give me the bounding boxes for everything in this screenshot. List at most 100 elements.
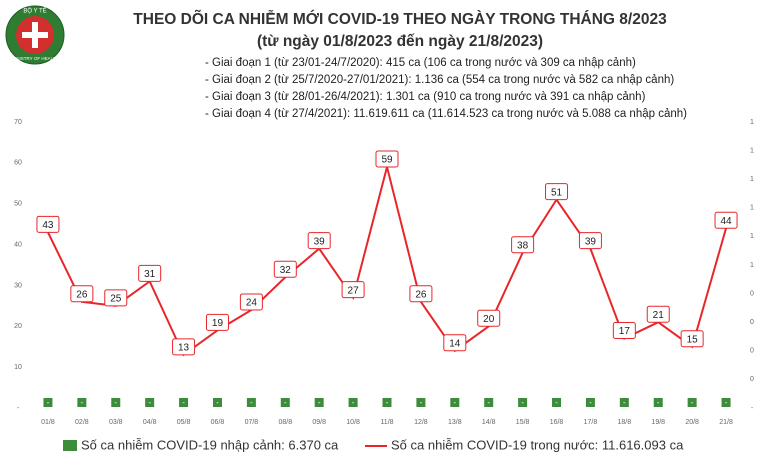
- bar: [687, 398, 697, 407]
- bar: [77, 398, 87, 407]
- bar: [246, 398, 256, 407]
- bar: [721, 398, 731, 407]
- y-tick-label: 10: [14, 364, 22, 371]
- bar: [552, 398, 562, 407]
- data-label: 43: [42, 220, 54, 231]
- chart-subtitle: (từ ngày 01/8/2023 đến ngày 21/8/2023): [257, 33, 543, 50]
- legend-label: Số ca nhiễm COVID-19 nhập cảnh: 6.370 ca: [81, 437, 339, 452]
- bar-value-label: -: [352, 398, 355, 407]
- data-label-box: [646, 305, 670, 323]
- bar: [145, 398, 155, 407]
- annotation: - Giai đoạn 1 (từ 23/01-24/7/2020): 415 …: [205, 57, 636, 69]
- data-label: 15: [687, 334, 699, 345]
- bar-value-label: -: [691, 398, 694, 407]
- bar: [111, 398, 121, 407]
- bar-value-label: -: [453, 398, 456, 407]
- x-tick-label: 09/8: [312, 419, 326, 426]
- bar: [518, 398, 528, 407]
- chart-title: THEO DÕI CA NHIỄM MỚI COVID-19 THEO NGÀY…: [133, 10, 667, 28]
- y2-tick-label: 1: [750, 233, 754, 240]
- bar-value-label: -: [318, 398, 321, 407]
- annotation: - Giai đoạn 2 (từ 25/7/2020-27/01/2021):…: [205, 74, 674, 86]
- data-label-box: [239, 293, 263, 311]
- x-tick-label: 18/8: [618, 419, 632, 426]
- legend-swatch: [63, 440, 77, 451]
- bar-value-label: -: [589, 398, 592, 407]
- y-tick-label: 40: [14, 241, 22, 248]
- x-tick-label: 04/8: [143, 419, 157, 426]
- data-label-box: [409, 285, 433, 303]
- bar-value-label: -: [555, 398, 558, 407]
- data-label: 26: [415, 289, 427, 300]
- data-label: 31: [144, 269, 156, 280]
- bar-value-label: -: [487, 398, 490, 407]
- data-label-box: [477, 309, 501, 327]
- data-label: 21: [653, 310, 665, 321]
- bar-value-label: -: [114, 398, 117, 407]
- bar: [450, 398, 460, 407]
- data-label: 39: [314, 236, 326, 247]
- y-tick-label: 60: [14, 160, 22, 167]
- bar: [619, 398, 629, 407]
- logo-text: MINISTRY OF HEALTH: [11, 56, 59, 61]
- y2-tick-label: 0: [750, 319, 754, 326]
- y2-tick-label: 1: [750, 205, 754, 212]
- data-label: 17: [619, 326, 631, 337]
- bar: [179, 398, 189, 407]
- data-label-box: [375, 150, 399, 168]
- data-label-box: [104, 289, 128, 307]
- data-label-box: [511, 236, 535, 254]
- x-tick-label: 08/8: [278, 419, 292, 426]
- data-label-box: [205, 313, 229, 331]
- bar-value-label: -: [216, 398, 219, 407]
- data-label: 14: [449, 338, 461, 349]
- y-tick-label: -: [17, 405, 20, 412]
- bar-value-label: -: [148, 398, 151, 407]
- bar: [212, 398, 222, 407]
- bar-value-label: -: [420, 398, 423, 407]
- bar-value-label: -: [521, 398, 524, 407]
- x-tick-label: 15/8: [516, 419, 530, 426]
- x-tick-label: 14/8: [482, 419, 496, 426]
- bar: [484, 398, 494, 407]
- bar: [348, 398, 358, 407]
- bar-value-label: -: [182, 398, 185, 407]
- bar: [314, 398, 324, 407]
- data-label-box: [578, 232, 602, 250]
- data-label: 44: [720, 216, 732, 227]
- annotation: - Giai đoạn 4 (từ 27/4/2021): 11.619.611…: [205, 108, 687, 120]
- bar-value-label: -: [623, 398, 626, 407]
- y-tick-label: 50: [14, 201, 22, 208]
- bar-value-label: -: [725, 398, 728, 407]
- data-label-box: [172, 338, 196, 356]
- y2-tick-label: -: [751, 405, 754, 412]
- data-label-box: [341, 281, 365, 299]
- x-tick-label: 10/8: [346, 419, 360, 426]
- data-label-box: [545, 183, 569, 201]
- x-tick-label: 11/8: [380, 419, 393, 426]
- bar: [416, 398, 426, 407]
- data-label: 32: [280, 265, 292, 276]
- data-label-box: [36, 215, 60, 233]
- y-tick-label: 20: [14, 323, 22, 330]
- annotation: - Giai đoạn 3 (từ 28/01-26/4/2021): 1.30…: [205, 91, 646, 103]
- data-label: 13: [178, 343, 190, 354]
- bar: [43, 398, 53, 407]
- data-label: 25: [110, 293, 122, 304]
- bar: [653, 398, 663, 407]
- bar-value-label: -: [386, 398, 389, 407]
- bar: [382, 398, 392, 407]
- x-tick-label: 03/8: [109, 419, 123, 426]
- y2-tick-label: 0: [750, 348, 754, 355]
- bar-value-label: -: [657, 398, 660, 407]
- data-label-box: [307, 232, 331, 250]
- data-label: 39: [585, 236, 597, 247]
- data-label: 59: [381, 155, 393, 166]
- x-tick-label: 16/8: [550, 419, 564, 426]
- data-label-box: [612, 322, 636, 340]
- bar: [280, 398, 290, 407]
- logo-text: BỘ Y TẾ: [23, 8, 46, 15]
- data-label-box: [680, 330, 704, 348]
- data-label: 51: [551, 187, 563, 198]
